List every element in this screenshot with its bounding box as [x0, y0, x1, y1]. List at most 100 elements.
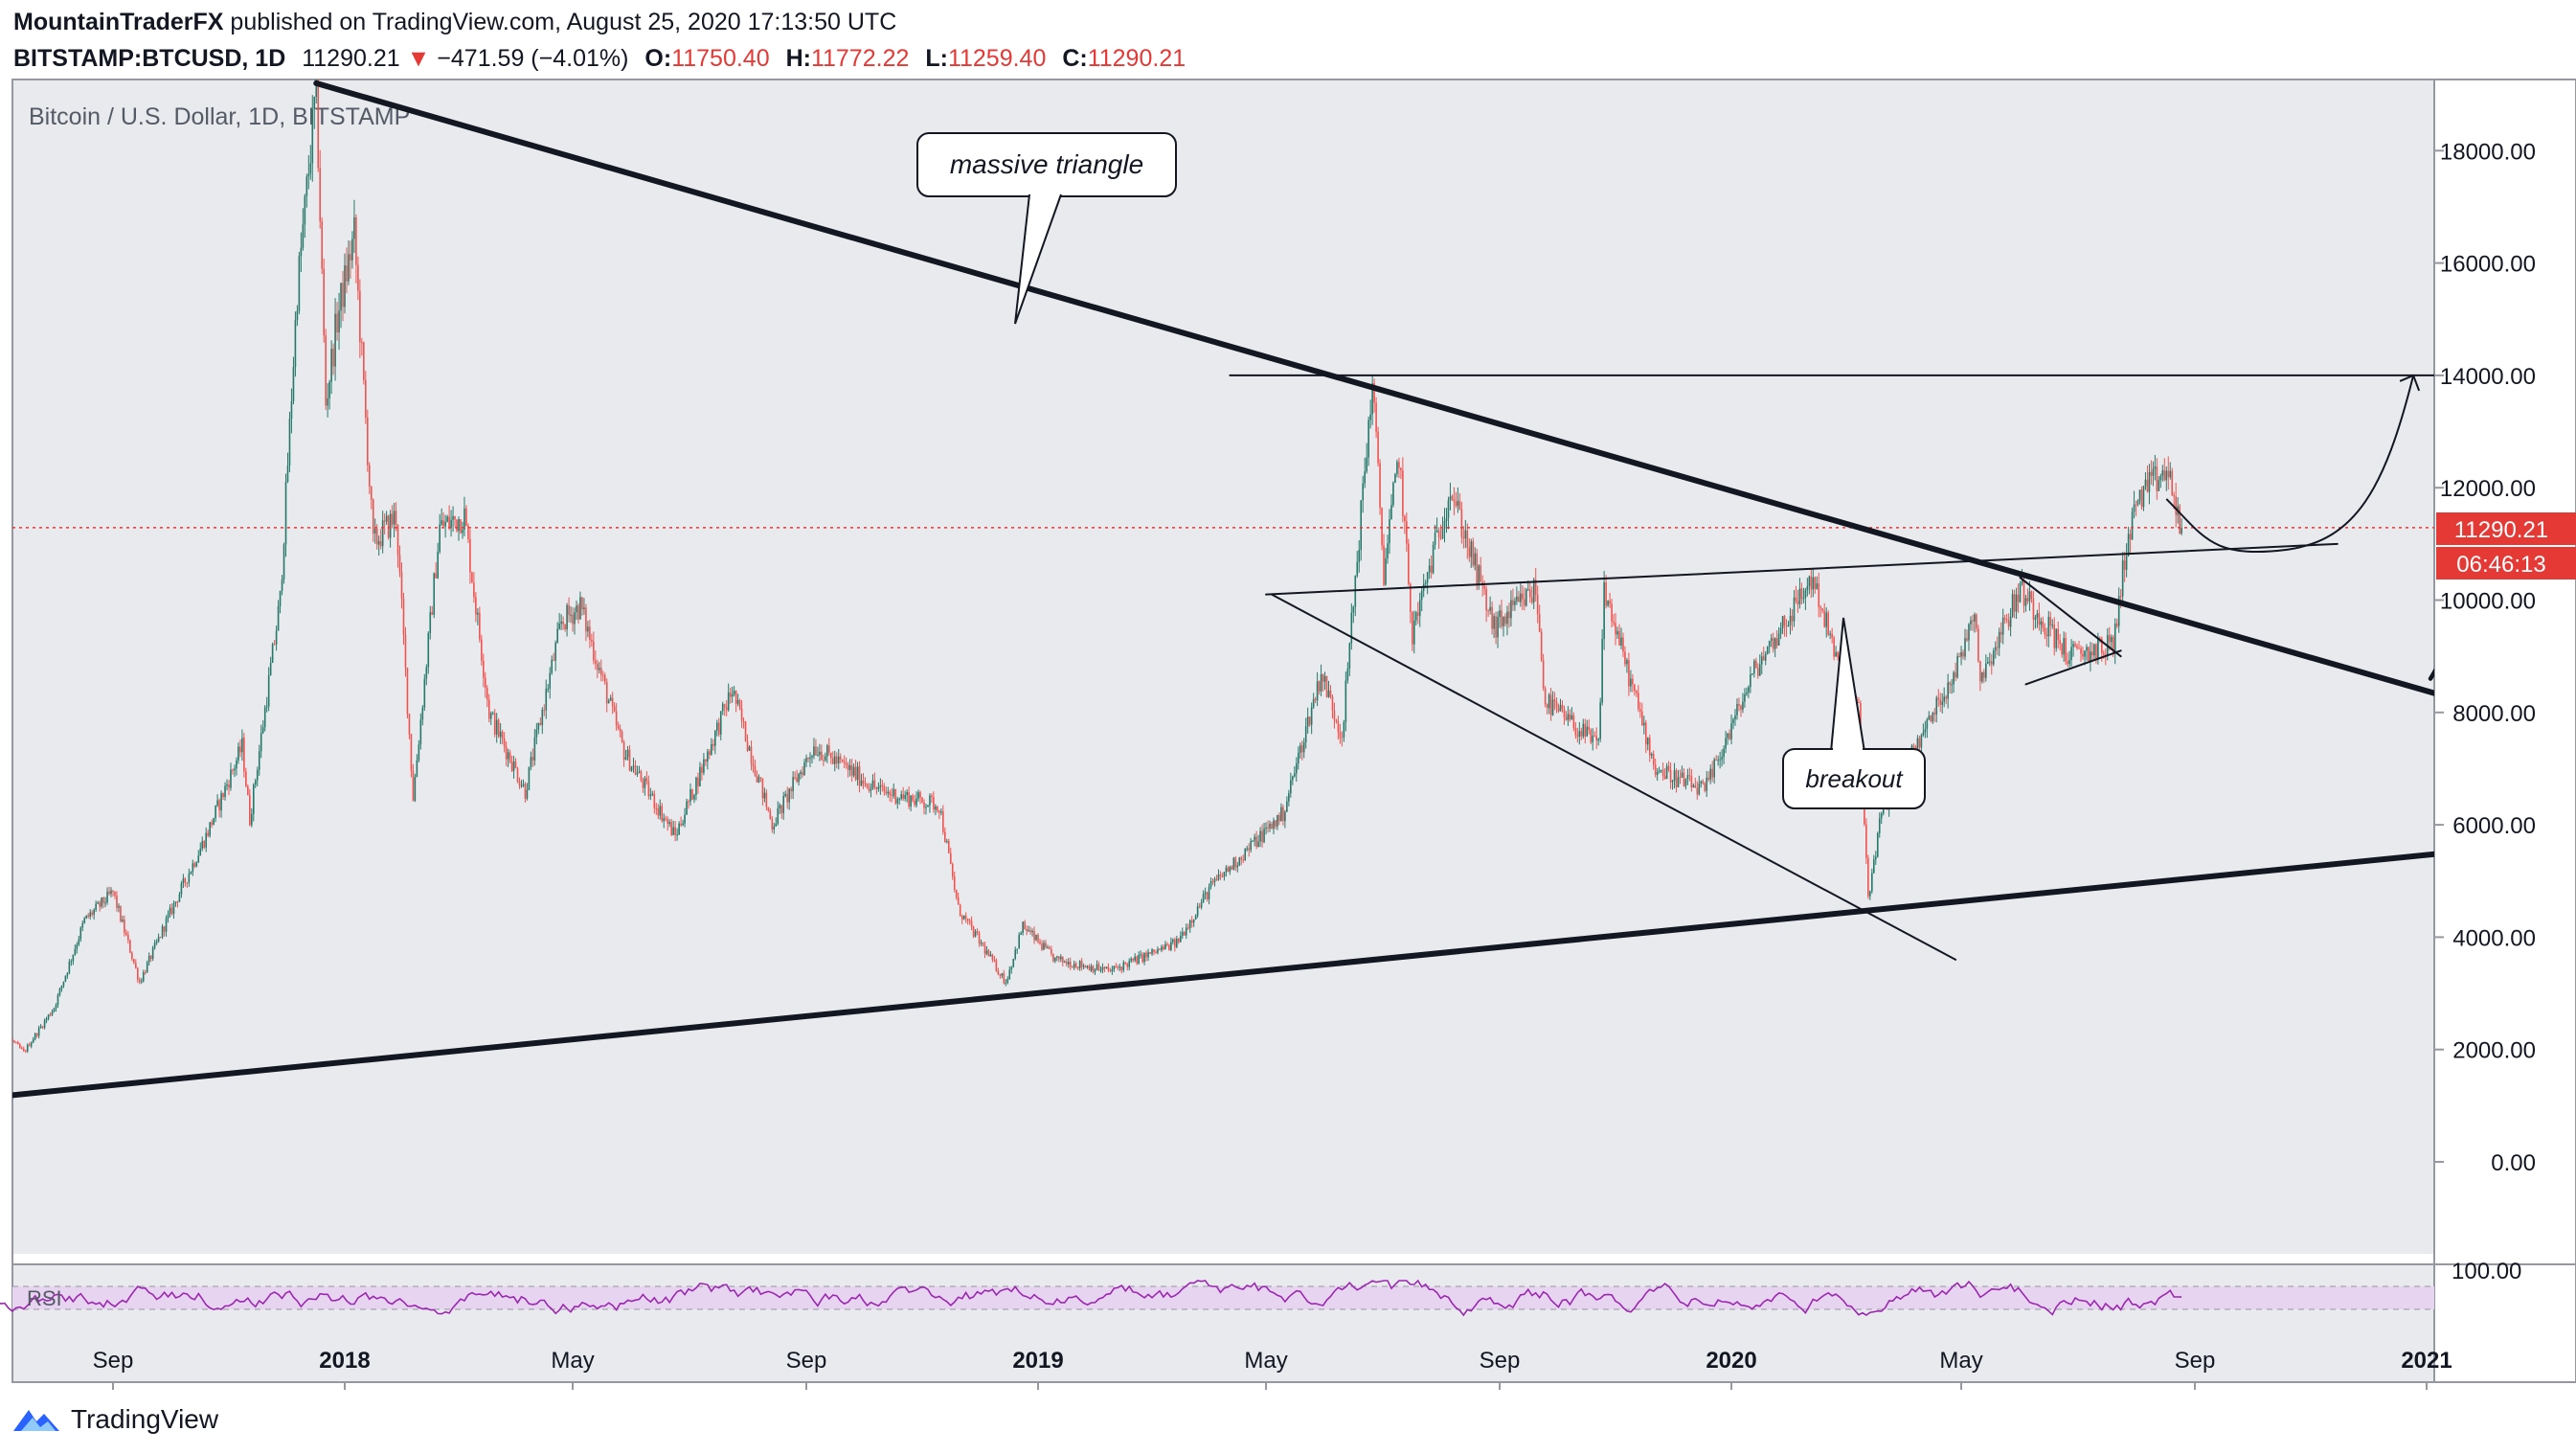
candle-body	[1956, 656, 1958, 678]
candle-body	[56, 994, 59, 1006]
candle-body	[45, 1018, 48, 1021]
time-axis[interactable]: Sep2018MaySep2019MaySep2020MaySep2021May	[93, 1348, 2576, 1390]
candle-body	[325, 335, 327, 406]
candle-body	[887, 791, 890, 794]
candle-body	[1736, 703, 1738, 716]
candle-body	[1149, 952, 1151, 954]
candle-body	[1546, 704, 1548, 709]
candle-body	[1221, 875, 1224, 877]
candle-body	[1273, 820, 1275, 829]
candle-body	[1343, 721, 1345, 738]
rsi-group	[0, 1279, 2434, 1317]
candle-body	[881, 784, 884, 786]
candle-body	[2144, 479, 2147, 487]
publisher-name[interactable]: MountainTraderFX	[13, 9, 224, 35]
candle-body	[796, 777, 798, 783]
candle-body	[1192, 919, 1195, 923]
candle-body	[970, 920, 973, 927]
candle-body	[2127, 534, 2130, 557]
candle-body	[682, 823, 684, 826]
rsi-pane-background[interactable]	[12, 1265, 2434, 1382]
candle-body	[848, 765, 851, 770]
candle-body	[2129, 534, 2132, 540]
projection-curve-arrowhead	[2399, 374, 2421, 392]
candle-body	[566, 604, 568, 630]
candle-body	[1522, 593, 1524, 600]
candle-body	[319, 168, 322, 222]
candle-body	[24, 1051, 27, 1053]
candle-body	[2091, 651, 2093, 656]
candle-body	[2005, 619, 2008, 621]
candle-body	[935, 806, 937, 810]
low-label: L:	[925, 45, 948, 72]
candle-body	[1115, 966, 1118, 967]
candle-body	[784, 793, 786, 797]
breakout-callout[interactable]: breakout	[1782, 617, 1926, 809]
candle-body	[1966, 638, 1968, 641]
candle-body	[1188, 920, 1191, 929]
candle-body	[1616, 630, 1618, 635]
candle-body	[1818, 583, 1820, 607]
candle-body	[1441, 529, 1444, 538]
candle-body	[2024, 598, 2027, 606]
candle-body	[1111, 969, 1114, 972]
footer-brand[interactable]: TradingView	[71, 1404, 219, 1434]
time-tick-label: May	[551, 1348, 594, 1374]
candle-body	[116, 895, 118, 908]
candle-body	[136, 967, 139, 980]
candle-body	[1227, 867, 1230, 872]
candle-body	[1157, 948, 1159, 953]
candle-body	[951, 864, 954, 877]
candle-body	[1983, 671, 1985, 678]
candle-body	[1709, 768, 1712, 780]
candle-body	[1609, 601, 1611, 604]
candle-body	[22, 1048, 25, 1052]
candle-body	[1675, 770, 1678, 787]
candle-body	[2045, 634, 2048, 637]
candle-body	[752, 762, 755, 766]
candle-body	[756, 775, 758, 783]
candle-body	[489, 713, 492, 719]
candle-body	[574, 612, 576, 625]
price-axis[interactable]: 0.00 2000.00 4000.00 6000.00 8000.00 10000.00…	[2434, 139, 2536, 1176]
candle-body	[1755, 660, 1757, 669]
candle-body	[1634, 684, 1636, 692]
candle-body	[2101, 638, 2103, 654]
candle-body	[1045, 943, 1047, 948]
candle-body	[1779, 627, 1782, 634]
candle-body	[1746, 692, 1748, 694]
candle-body	[176, 901, 179, 903]
candle-body	[1424, 582, 1427, 584]
candle-body	[835, 756, 838, 764]
candle-body	[843, 761, 846, 763]
candle-body	[269, 663, 272, 676]
candle-body	[815, 746, 817, 756]
candle-body	[313, 97, 316, 110]
candle-body	[1981, 671, 1983, 682]
close-value: 11290.21	[1087, 45, 1186, 72]
last-price-marker[interactable]: 11290.21 06:46:13	[2436, 512, 2576, 579]
candle-body	[381, 520, 384, 547]
candle-body	[1196, 906, 1199, 916]
candle-body	[507, 752, 509, 760]
massive-triangle-callout[interactable]: massive triangle	[916, 132, 1177, 325]
candle-body	[2140, 489, 2143, 508]
tradingview-logo-icon[interactable]	[11, 1404, 61, 1435]
candle-body	[89, 912, 91, 917]
candle-body	[875, 786, 878, 789]
descending-trendline	[1270, 593, 1957, 961]
candle-body	[1744, 693, 1746, 702]
candle-body	[763, 792, 766, 799]
candle-body	[1263, 829, 1265, 843]
callout-pointer	[1830, 617, 1865, 753]
candle-body	[2117, 596, 2120, 626]
candle-body	[1751, 673, 1753, 675]
candle-body	[1654, 764, 1657, 776]
candle-body	[1588, 726, 1591, 730]
candle-body	[1240, 857, 1243, 860]
candle-body	[877, 786, 880, 789]
candle-body	[1998, 631, 2000, 648]
callout-text: massive triangle	[950, 149, 1143, 179]
candle-body	[1164, 943, 1166, 950]
